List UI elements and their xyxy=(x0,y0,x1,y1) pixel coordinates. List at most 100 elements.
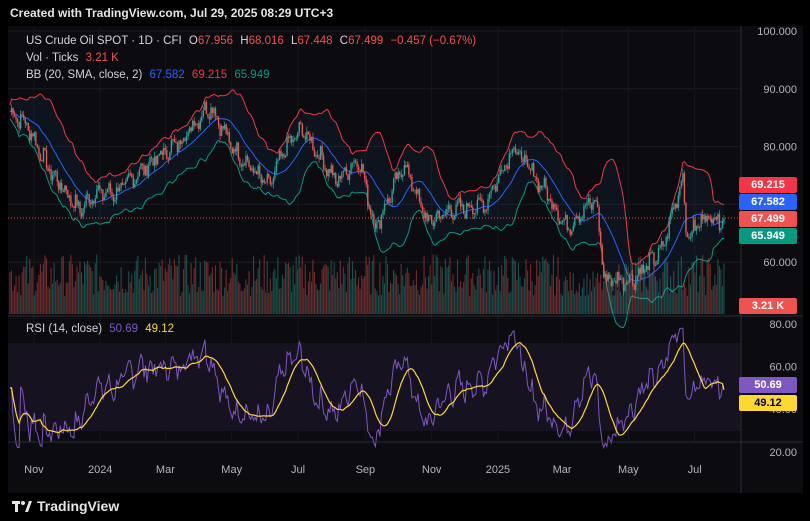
volume-bar xyxy=(606,285,608,314)
volume-bar xyxy=(629,281,631,314)
price-tick-label: 90.000 xyxy=(763,84,797,96)
volume-bar xyxy=(50,267,52,314)
volume-bar xyxy=(217,290,220,314)
volume-bar xyxy=(455,291,457,314)
candle-body xyxy=(360,164,363,172)
volume-bar xyxy=(382,276,384,314)
volume-bar xyxy=(551,274,553,314)
candle-body xyxy=(409,174,412,178)
volume-bar xyxy=(239,283,241,314)
volume-bar xyxy=(469,295,471,314)
volume-bar xyxy=(126,292,128,314)
volume-bar xyxy=(111,289,113,314)
candle-body xyxy=(220,126,223,136)
time-tick-label: May xyxy=(618,464,639,476)
rsi-label[interactable]: RSI (14, close) xyxy=(26,323,103,335)
candle-body xyxy=(478,197,480,200)
candle-body xyxy=(208,116,211,120)
candle-body xyxy=(36,145,39,148)
volume-bar xyxy=(115,275,118,314)
volume-bar xyxy=(365,256,367,314)
volume-bar xyxy=(473,285,475,314)
volume-bar xyxy=(268,293,270,314)
candle-body xyxy=(237,142,240,160)
rsi-ma-tag: 49.12 xyxy=(739,395,797,411)
time-axis[interactable]: Nov 2024 Mar May Jul Sep Nov 2025 Mar May Jul xyxy=(24,464,702,476)
volume-bar xyxy=(721,286,723,314)
candle-body xyxy=(671,207,673,214)
candle-body xyxy=(140,163,142,170)
candle-body xyxy=(473,213,476,215)
candle-body xyxy=(405,165,407,168)
volume-bar xyxy=(458,286,460,314)
volume-bar xyxy=(277,257,279,314)
candle-body xyxy=(258,165,261,175)
candle-body xyxy=(274,170,276,179)
volume-bar xyxy=(90,267,92,314)
candle-body xyxy=(697,226,699,228)
candle-body xyxy=(109,183,112,193)
volume-bar xyxy=(520,286,523,314)
candle-body xyxy=(654,265,657,266)
candle-body xyxy=(431,215,433,223)
candle-body xyxy=(589,198,591,205)
candle-body xyxy=(277,159,279,162)
candle-body xyxy=(717,214,719,220)
bb-fill xyxy=(10,89,724,328)
candle-body xyxy=(455,204,457,217)
volume-label[interactable]: Vol · Ticks xyxy=(26,52,79,64)
volume-bar xyxy=(717,259,719,314)
chart-frame[interactable]: 100.00090.00080.00070.00060.00080.0060.0… xyxy=(8,26,803,493)
volume-bar xyxy=(495,290,497,314)
volume-bar xyxy=(222,295,224,314)
volume-bar xyxy=(70,254,72,314)
volume-bar xyxy=(577,292,579,314)
chart-canvas[interactable]: 100.00090.00080.00070.00060.00080.0060.0… xyxy=(8,26,803,493)
candle-body xyxy=(650,252,652,254)
candle-body xyxy=(295,137,297,139)
volume-bar xyxy=(565,276,567,314)
rsi-tag: 50.69 xyxy=(739,377,797,393)
candle-body xyxy=(656,260,658,266)
candle-body xyxy=(511,148,514,154)
volume-bar xyxy=(158,262,160,314)
candle-body xyxy=(51,175,54,181)
volume-bar xyxy=(170,265,172,314)
symbol-name[interactable]: US Crude Oil SPOT · 1D · CFI xyxy=(26,35,182,47)
candle-body xyxy=(400,174,402,177)
volume-bar xyxy=(236,263,238,314)
volume-bar xyxy=(400,263,402,314)
volume-bar xyxy=(77,272,80,314)
volume-tag: 3.21 K xyxy=(739,298,797,314)
price-tick-label: 60.000 xyxy=(763,257,797,269)
candle-body xyxy=(15,116,17,120)
volume-bar xyxy=(723,263,725,314)
candle-body xyxy=(392,179,395,191)
candle-body xyxy=(380,214,383,229)
candle-body xyxy=(227,132,229,134)
tradingview-logo[interactable]: TradingView xyxy=(12,498,119,514)
volume-bar xyxy=(68,261,70,314)
candle-body xyxy=(371,214,374,216)
volume-bar xyxy=(233,272,235,314)
volume-bar xyxy=(423,255,425,314)
candle-body xyxy=(636,275,638,281)
time-tick-label: Sep xyxy=(356,464,376,476)
volume-bar xyxy=(67,282,69,314)
bb-label[interactable]: BB (20, SMA, close, 2) xyxy=(26,69,143,81)
volume-bar xyxy=(309,271,311,314)
candle-body xyxy=(100,189,103,191)
volume-bar xyxy=(568,291,570,314)
volume-bar xyxy=(536,259,538,314)
candle-body xyxy=(523,154,526,162)
volume-bar xyxy=(657,292,660,314)
volume-bar xyxy=(396,275,398,314)
volume-bar xyxy=(179,295,182,314)
candle-body xyxy=(321,145,323,156)
candle-body xyxy=(94,198,96,204)
candle-body xyxy=(723,218,725,222)
volume-bar xyxy=(172,279,174,314)
volume-bar xyxy=(610,274,612,314)
volume-bar xyxy=(630,259,632,314)
candle-body xyxy=(514,147,517,153)
